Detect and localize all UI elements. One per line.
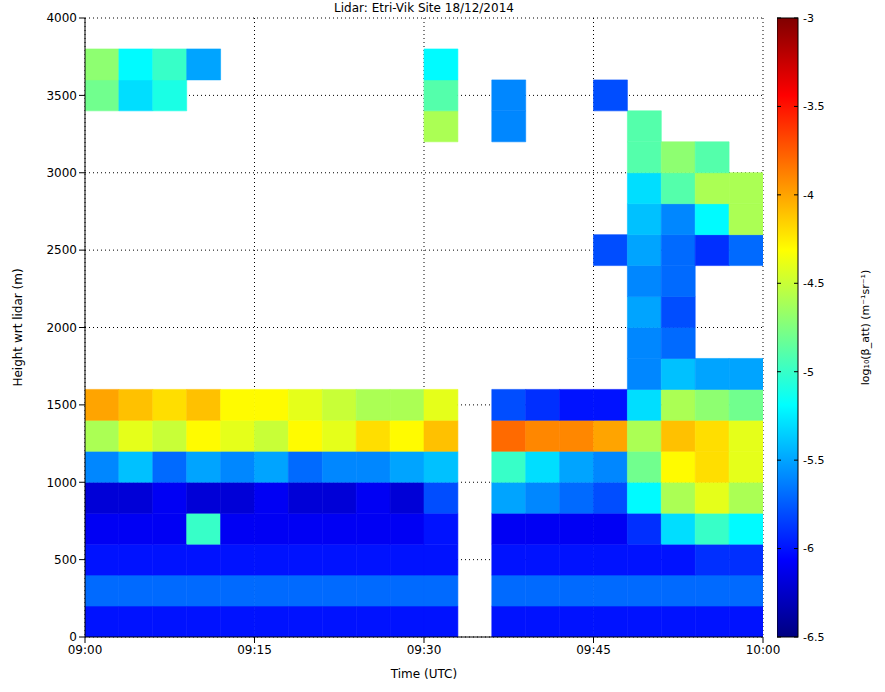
svg-text:09:15: 09:15 bbox=[237, 643, 272, 657]
svg-text:10:00: 10:00 bbox=[746, 643, 781, 657]
svg-text:3000: 3000 bbox=[46, 166, 77, 180]
svg-text:-4: -4 bbox=[803, 189, 814, 202]
svg-text:1000: 1000 bbox=[46, 476, 77, 490]
svg-text:Height wrt lidar (m): Height wrt lidar (m) bbox=[11, 268, 25, 386]
svg-text:2000: 2000 bbox=[46, 321, 77, 335]
svg-text:09:45: 09:45 bbox=[576, 643, 611, 657]
svg-text:Time (UTC): Time (UTC) bbox=[390, 667, 457, 681]
svg-text:09:00: 09:00 bbox=[68, 643, 103, 657]
svg-text:-5: -5 bbox=[803, 366, 814, 379]
svg-text:-4.5: -4.5 bbox=[803, 277, 824, 290]
svg-text:1500: 1500 bbox=[46, 398, 77, 412]
svg-text:-6.5: -6.5 bbox=[803, 631, 824, 644]
svg-text:0: 0 bbox=[69, 630, 77, 644]
svg-text:-3: -3 bbox=[803, 12, 814, 25]
svg-text:500: 500 bbox=[54, 553, 77, 567]
svg-text:-5.5: -5.5 bbox=[803, 454, 824, 467]
svg-text:2500: 2500 bbox=[46, 243, 77, 257]
html-text:Lidar: Etri-Vik Site 18/12/201: Lidar: Etri-Vik Site 18/12/2014 bbox=[334, 1, 514, 15]
svg-text:log₁₀(β_att) (m⁻¹sr⁻¹): log₁₀(β_att) (m⁻¹sr⁻¹) bbox=[859, 270, 872, 386]
svg-text:-6: -6 bbox=[803, 542, 814, 555]
svg-text:09:30: 09:30 bbox=[407, 643, 442, 657]
svg-text:3500: 3500 bbox=[46, 89, 77, 103]
svg-text:-3.5: -3.5 bbox=[803, 100, 824, 113]
svg-text:4000: 4000 bbox=[46, 11, 77, 25]
